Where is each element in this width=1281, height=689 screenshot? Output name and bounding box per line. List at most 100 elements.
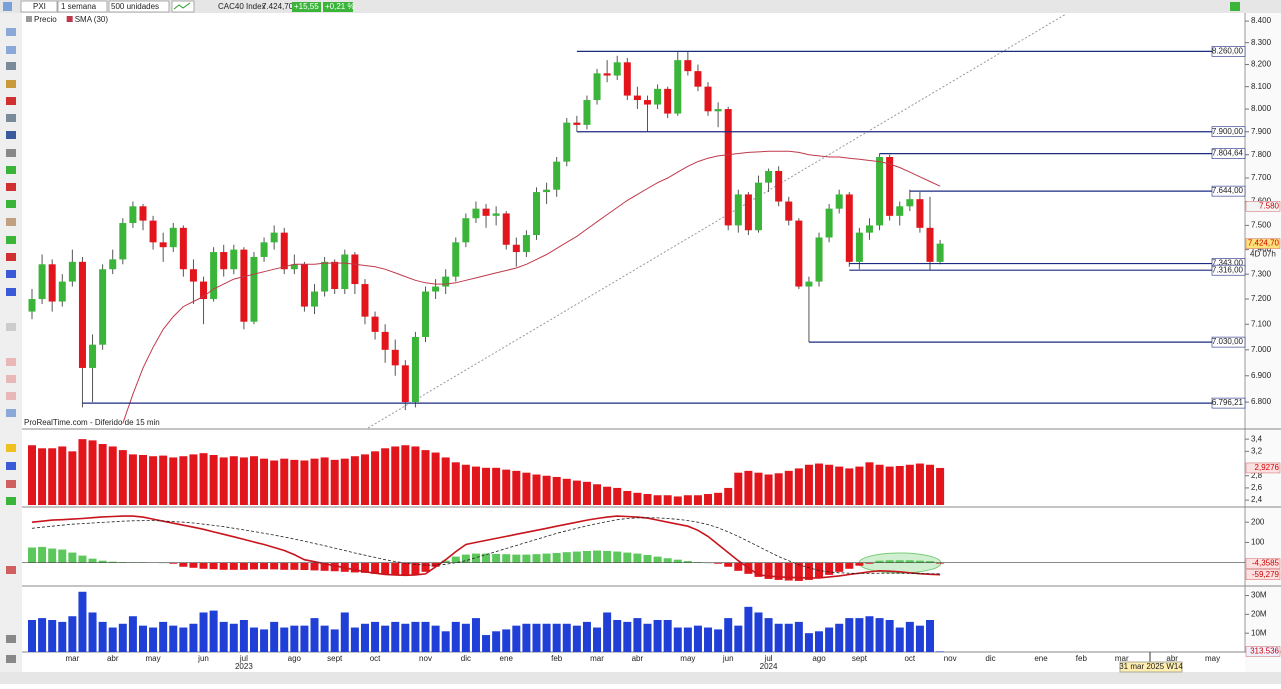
tool[interactable] (6, 288, 16, 296)
cursor-label: 31 mar 2025 W14 (1119, 662, 1183, 671)
histogram-bar (290, 562, 299, 570)
level-label: 7.316,00 (1212, 265, 1244, 274)
tool[interactable] (6, 462, 16, 470)
tool[interactable] (6, 97, 16, 105)
candle-body (300, 264, 308, 307)
bar (280, 627, 289, 652)
tool[interactable] (6, 62, 16, 70)
histogram-bar (260, 562, 269, 570)
bar (260, 629, 269, 652)
symbol-select[interactable] (20, 0, 58, 13)
bar (401, 623, 410, 652)
histogram-bar (562, 552, 571, 563)
bar (825, 627, 834, 652)
bar (461, 464, 470, 505)
tool[interactable] (6, 218, 16, 226)
tool[interactable] (6, 323, 16, 331)
period-select[interactable] (57, 0, 108, 13)
candle-body (664, 88, 672, 114)
tool[interactable] (6, 200, 16, 208)
bar (502, 629, 511, 652)
x-tick-label: sept (327, 654, 343, 663)
value-marker-box (1245, 201, 1281, 212)
x-tick-label: ene (500, 654, 514, 663)
tool[interactable] (6, 114, 16, 122)
bar (320, 457, 329, 505)
tool[interactable] (6, 131, 16, 139)
tool[interactable] (6, 270, 16, 278)
candle-body (593, 73, 601, 101)
candle-body (169, 227, 177, 248)
bar (764, 474, 773, 505)
bar (915, 625, 924, 652)
bar (219, 457, 228, 505)
tool[interactable] (6, 46, 16, 54)
bar (643, 494, 652, 505)
bar (804, 464, 813, 505)
histogram-bar (461, 554, 470, 563)
histogram-bar (28, 547, 36, 563)
tool[interactable] (6, 566, 16, 574)
candle-body (896, 206, 904, 216)
tool[interactable] (6, 253, 16, 261)
histogram-bar (38, 546, 47, 563)
bar (270, 460, 279, 505)
bar (673, 496, 682, 505)
tool[interactable] (6, 236, 16, 244)
tool[interactable] (6, 635, 16, 643)
candle-body (492, 213, 500, 216)
y-tick-label: 6.800 (1251, 397, 1272, 406)
bar (310, 618, 319, 652)
histogram-bar (683, 561, 692, 563)
histogram-bar (239, 562, 248, 570)
bar (179, 456, 188, 505)
candle-body (815, 237, 823, 282)
bar (411, 446, 420, 505)
window-icon[interactable] (1230, 2, 1240, 11)
histogram-bar (381, 562, 390, 575)
tool[interactable] (6, 444, 16, 452)
units-select[interactable] (108, 0, 170, 13)
level-label: 7.030,00 (1212, 337, 1244, 346)
bar (744, 606, 753, 652)
histogram-bar (189, 562, 198, 568)
x-tick-label: jun (197, 654, 209, 663)
tool[interactable] (6, 358, 16, 366)
bar (734, 472, 743, 505)
tool[interactable] (6, 183, 16, 191)
candle-body (563, 122, 571, 162)
bar (179, 627, 188, 652)
bar (411, 621, 420, 652)
tool[interactable] (6, 80, 16, 88)
bar (835, 623, 844, 652)
chart-style-icon (173, 2, 191, 10)
histogram-bar (310, 562, 319, 571)
histogram-bar (835, 562, 844, 572)
candle-body (68, 261, 76, 282)
candle-body (452, 242, 460, 277)
x-tick-label: ago (812, 654, 826, 663)
source-note: ProRealTime.com - Diferido de 15 min (24, 418, 160, 427)
tool[interactable] (6, 392, 16, 400)
tool[interactable] (6, 497, 16, 505)
histogram-bar (360, 562, 369, 573)
level-label-box (1211, 264, 1246, 276)
candle-body (89, 344, 97, 368)
app-icon[interactable] (3, 2, 12, 11)
value-marker-label: -4,3585 (1252, 559, 1280, 568)
tool[interactable] (6, 28, 16, 36)
bar (371, 451, 380, 505)
tool[interactable] (6, 166, 16, 174)
tool[interactable] (6, 149, 16, 157)
tool[interactable] (6, 375, 16, 383)
level-label: 7.343,00 (1212, 259, 1244, 268)
chart-style-button[interactable] (171, 0, 195, 13)
bar (653, 495, 662, 505)
candle-body (623, 62, 631, 96)
histogram-bar (48, 548, 57, 563)
tool[interactable] (6, 655, 16, 663)
histogram-bar (582, 550, 591, 563)
tool[interactable] (6, 480, 16, 488)
legend-swatch (26, 16, 32, 22)
tool[interactable] (6, 409, 16, 417)
